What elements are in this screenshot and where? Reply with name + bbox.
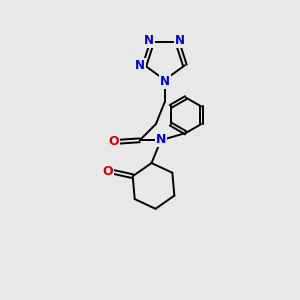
Text: O: O [109,135,119,148]
Text: O: O [102,165,113,178]
Text: N: N [135,59,145,72]
Text: N: N [156,133,166,146]
Text: N: N [144,34,154,46]
Text: N: N [160,75,170,88]
Text: N: N [175,34,185,46]
